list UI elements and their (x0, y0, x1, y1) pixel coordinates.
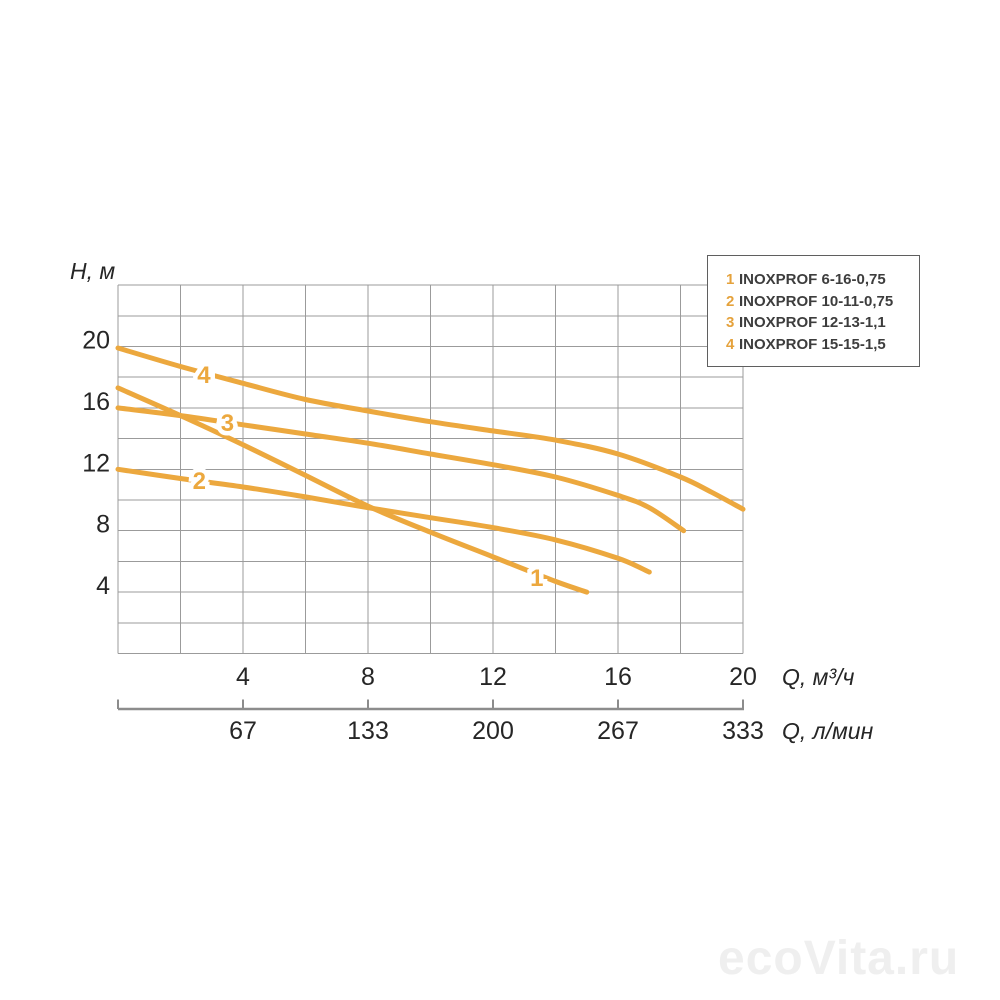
curve-3 (115, 405, 687, 534)
legend-series-label: INOXPROF 12-13-1,1 (739, 314, 886, 331)
secondary-x-axis-title: Q, л/мин (782, 718, 874, 744)
y-axis-title: H, м (70, 258, 115, 284)
legend-series-number: 3 (726, 314, 735, 331)
y-tick-label: 12 (82, 449, 110, 477)
y-tick-label: 4 (96, 572, 110, 600)
legend-series-label: INOXPROF 10-11-0,75 (739, 292, 894, 310)
y-tick-label: 16 (82, 388, 110, 416)
legend-series-number: 2 (726, 292, 735, 310)
pump-curves (115, 345, 746, 595)
legend-item-2: 2 INOXPROF 10-11-0,75 (726, 291, 919, 313)
curve-4 (115, 345, 746, 512)
legend-series-label: INOXPROF 15-15-1,5 (739, 335, 886, 353)
y-tick-labels: 20 16 12 8 4 (82, 327, 110, 601)
secondary-x-tick-label: 333 (722, 717, 764, 745)
x-tick-label: 16 (604, 663, 632, 691)
y-tick-label: 8 (96, 511, 110, 539)
secondary-x-tick-label: 267 (597, 717, 639, 745)
chart-legend: 1 INOXPROF 6-16-0,75 2 INOXPROF 10-11-0,… (707, 255, 920, 367)
grid-lines (117, 284, 744, 654)
legend-series-number: 1 (726, 271, 735, 288)
curve-2 (115, 466, 652, 575)
legend-series-number: 4 (726, 335, 735, 353)
x-tick-label: 12 (479, 663, 507, 691)
x-tick-label: 8 (361, 663, 375, 691)
curve-label-4: 4 (197, 362, 211, 389)
x-tick-label: 4 (236, 663, 250, 691)
legend-item-1: 1 INOXPROF 6-16-0,75 (726, 269, 919, 291)
curve-label-2: 2 (193, 468, 206, 495)
secondary-x-axis: 67 133 200 267 333 (117, 699, 764, 745)
curve-label-1: 1 (530, 565, 543, 592)
y-tick-label: 20 (82, 327, 110, 355)
legend-series-label: INOXPROF 6-16-0,75 (739, 271, 886, 288)
curve-label-3: 3 (221, 410, 234, 437)
secondary-x-tick-label: 67 (229, 717, 257, 745)
x-tick-label: 20 (729, 663, 757, 691)
secondary-x-tick-label: 200 (472, 717, 514, 745)
secondary-x-tick-label: 133 (347, 717, 389, 745)
watermark: ecoVita.ru (718, 932, 960, 985)
legend-item-3: 3 INOXPROF 12-13-1,1 (726, 312, 919, 334)
x-axis-title: Q, м³/ч (782, 664, 854, 690)
x-tick-labels: 4 8 12 16 20 (236, 663, 757, 691)
legend-item-4: 4 INOXPROF 15-15-1,5 (726, 334, 919, 356)
